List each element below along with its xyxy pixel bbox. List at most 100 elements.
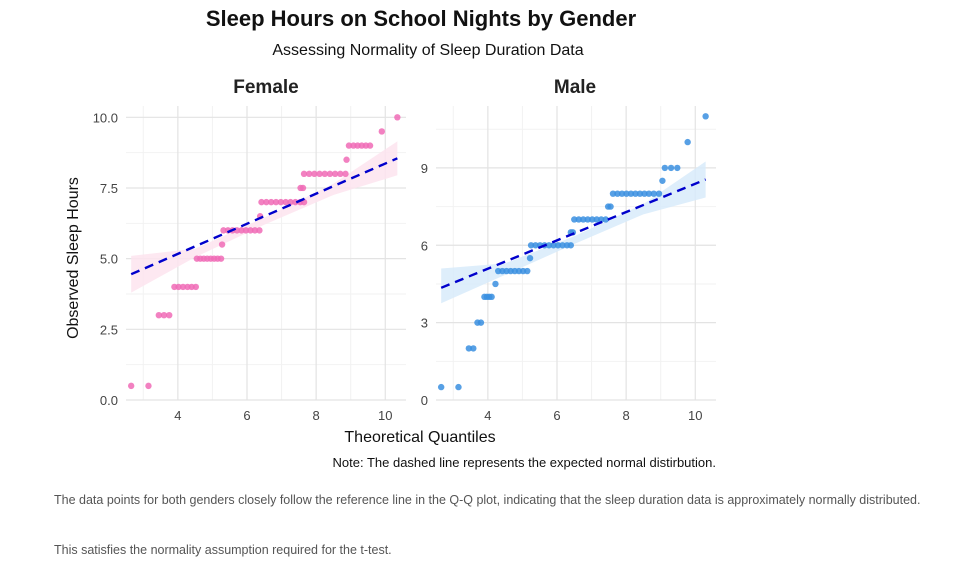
male-x-tick-label: 4 (484, 408, 491, 423)
female-data-point (166, 311, 173, 319)
female-data-point (326, 170, 334, 178)
female-data-point (145, 382, 152, 390)
female-y-tick-label: 5.0 (100, 252, 118, 267)
female-data-point (155, 311, 163, 319)
female-data-point (343, 156, 350, 163)
panel-female: 4 6 8 10 0.0 2.5 5.0 7.5 10.0 (93, 106, 406, 423)
female-y-tick-label: 2.5 (100, 322, 118, 337)
female-data-point (300, 170, 308, 178)
male-x-tick-label: 6 (553, 408, 560, 423)
panel-title-female: Female (233, 77, 298, 98)
female-reference-line (130, 157, 398, 276)
male-data-point (488, 293, 495, 301)
female-data-point (272, 198, 280, 206)
female-x-tick-label: 6 (243, 408, 250, 423)
male-data-point (650, 190, 657, 197)
female-data-point (218, 241, 226, 248)
female-data-point (331, 170, 339, 178)
female-data-point (342, 170, 349, 178)
female-x-tick-label: 8 (313, 408, 320, 423)
female-data-point (311, 170, 318, 178)
female-data-point (251, 227, 259, 234)
male-data-point (636, 190, 644, 197)
male-reference-line (440, 178, 707, 289)
male-data-point (702, 113, 709, 120)
male-data-point (584, 216, 591, 223)
female-data-point (277, 198, 285, 206)
male-confidence-band (441, 161, 706, 304)
female-data-point (345, 142, 353, 149)
female-x-tick-label: 10 (378, 408, 392, 423)
female-y-tick-label: 7.5 (100, 181, 118, 196)
female-data-point (179, 283, 187, 291)
male-data-point (645, 190, 653, 197)
chart-subtitle: Assessing Normality of Sleep Duration Da… (272, 42, 583, 59)
female-data-point (337, 170, 344, 178)
female-data-point (238, 227, 245, 234)
female-data-point (287, 198, 294, 206)
male-data-point (470, 345, 477, 352)
male-data-point (623, 190, 630, 197)
male-data-point (602, 216, 609, 223)
panel-male: 4 6 8 10 0 3 6 9 (421, 106, 716, 423)
female-data-point (247, 227, 254, 234)
male-y-tick-label: 0 (421, 393, 428, 408)
male-data-point (593, 216, 600, 223)
male-y-tick-label: 3 (421, 316, 428, 331)
male-data-point (567, 242, 575, 249)
female-data-point (217, 255, 225, 262)
caption-paragraph-1: The data points for both genders closely… (54, 493, 921, 507)
male-data-point (632, 190, 639, 197)
x-axis-label: Theoretical Quantiles (344, 429, 495, 446)
male-data-point (545, 242, 553, 249)
male-data-point (492, 280, 499, 288)
female-data-point (267, 198, 275, 206)
male-data-point (559, 242, 566, 249)
male-data-point (641, 190, 648, 197)
panel-title-male: Male (554, 77, 596, 98)
male-x-tick-label: 8 (623, 408, 630, 423)
female-y-tick-label: 0.0 (100, 393, 118, 408)
female-data-point (299, 184, 307, 192)
female-data-point (127, 382, 135, 390)
male-data-point (659, 177, 666, 184)
male-data-point (684, 138, 691, 146)
male-y-tick-label: 9 (421, 161, 428, 176)
male-data-point (614, 190, 621, 197)
chart-title: Sleep Hours on School Nights by Gender (206, 6, 637, 31)
female-data-point (321, 170, 328, 178)
y-axis-label: Observed Sleep Hours (65, 177, 82, 339)
male-data-point (589, 216, 596, 223)
male-data-point (607, 203, 614, 210)
female-confidence-band (131, 141, 398, 293)
female-data-point (394, 114, 401, 121)
male-data-point (554, 242, 562, 249)
male-data-point (598, 216, 605, 223)
female-data-point (282, 198, 289, 206)
female-data-point (256, 227, 263, 234)
female-y-tick-label: 10.0 (93, 110, 118, 125)
male-y-tick-label: 6 (421, 238, 428, 253)
male-data-point (527, 242, 535, 249)
male-data-point (571, 216, 578, 223)
male-data-point (465, 345, 473, 352)
male-data-point (674, 164, 681, 172)
male-data-point (655, 190, 663, 197)
male-data-point (437, 383, 445, 391)
female-data-point (242, 227, 250, 234)
female-data-point (378, 128, 386, 135)
male-data-point (532, 242, 539, 249)
female-data-point (292, 198, 299, 206)
female-data-point (220, 227, 227, 234)
male-data-point (661, 164, 669, 172)
female-x-tick-label: 4 (174, 408, 181, 423)
male-data-point (550, 242, 557, 249)
male-data-point (609, 190, 617, 197)
male-data-point (667, 164, 675, 172)
female-data-point (263, 198, 270, 206)
male-data-point (575, 216, 582, 223)
female-data-point (160, 311, 168, 319)
chart-note: Note: The dashed line represents the exp… (333, 455, 717, 470)
male-data-point (580, 216, 587, 223)
female-data-point (316, 170, 323, 178)
